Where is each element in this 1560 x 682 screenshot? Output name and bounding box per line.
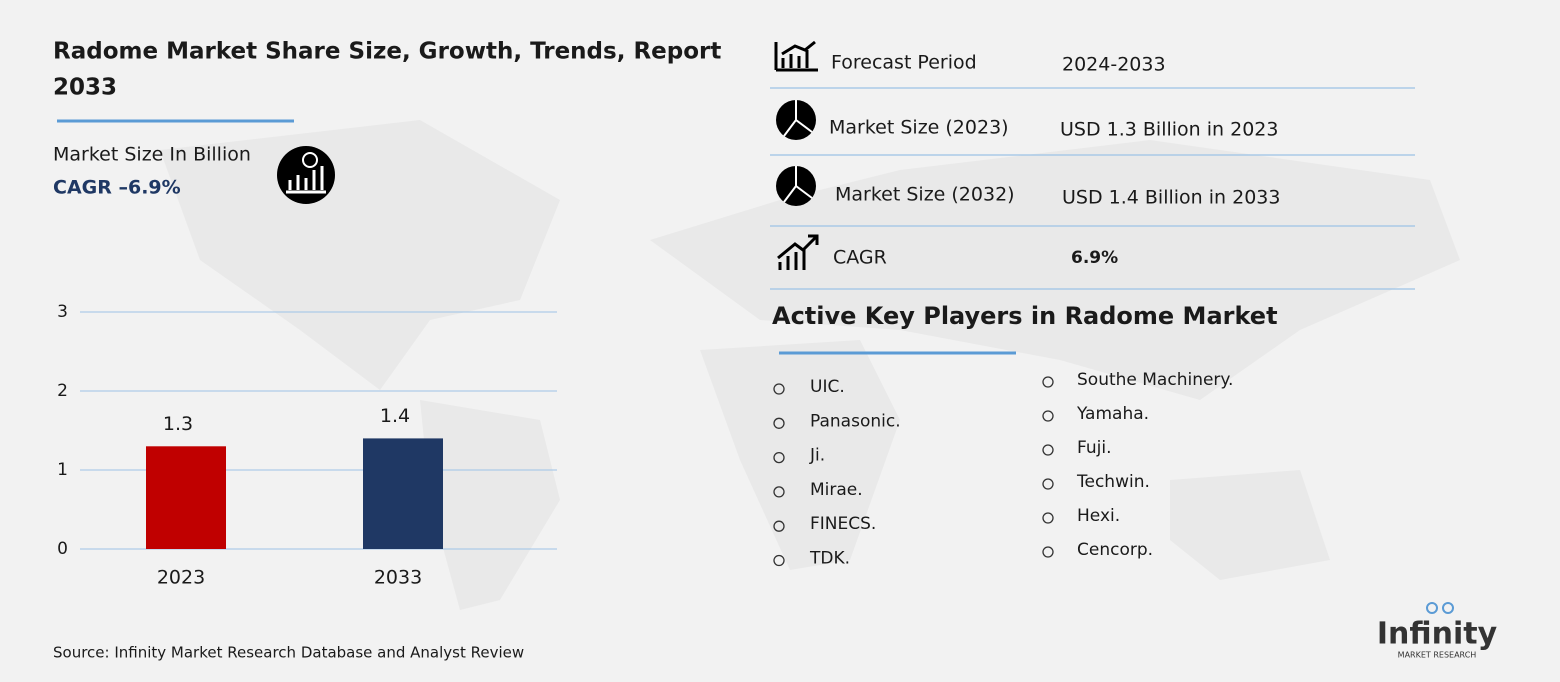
- player: Panasonic.: [810, 411, 901, 431]
- bar: [363, 438, 443, 549]
- player: Yamaha.: [1076, 404, 1149, 424]
- logo: Infinity MARKET RESEARCH: [1377, 602, 1498, 660]
- y-tick-label: 0: [57, 539, 68, 559]
- world-map: [160, 120, 1460, 610]
- value-label: 1.3: [163, 413, 193, 435]
- player: UIC.: [810, 377, 845, 397]
- player: FINECS.: [810, 514, 876, 534]
- info-label: CAGR: [833, 247, 887, 269]
- bullet: [1042, 546, 1054, 558]
- value-label: 1.4: [380, 405, 410, 427]
- bullet: [773, 417, 785, 429]
- y-tick-label: 3: [57, 302, 68, 322]
- player: Mirae.: [810, 480, 863, 500]
- info-label: Forecast Period: [831, 52, 977, 74]
- title: 2033: [53, 75, 117, 101]
- info-value: 2024-2033: [1062, 54, 1166, 76]
- info-value: 6.9%: [1071, 248, 1118, 268]
- players-title: Active Key Players in Radome Market: [772, 302, 1278, 330]
- player: Southe Machinery.: [1077, 370, 1233, 390]
- x-tick-label: 2023: [157, 567, 205, 589]
- player: Ji.: [809, 446, 825, 466]
- player: Techwin.: [1076, 472, 1150, 492]
- icon: [277, 146, 335, 204]
- bullet: [773, 486, 785, 498]
- bullet: [1042, 478, 1054, 490]
- logo-name: Infinity: [1377, 617, 1498, 652]
- bullet: [773, 451, 785, 464]
- bullet: [773, 554, 785, 567]
- bar: [146, 446, 226, 549]
- player: TDK.: [809, 549, 850, 569]
- y-tick-label: 1: [57, 460, 68, 480]
- logo-tagline: MARKET RESEARCH: [1398, 651, 1477, 660]
- info-value: USD 1.4 Billion in 2033: [1062, 187, 1280, 209]
- bullet: [1042, 512, 1054, 524]
- cagr: CAGR –6.9%: [53, 177, 181, 199]
- info-label: Market Size (2032): [835, 184, 1015, 206]
- bullet: [1042, 410, 1054, 422]
- y-tick-label: 2: [57, 381, 68, 401]
- bullet: [773, 383, 785, 395]
- player: Cencorp.: [1077, 540, 1153, 560]
- bullet: [1042, 376, 1054, 388]
- bullet: [1042, 444, 1054, 456]
- info-value: USD 1.3 Billion in 2023: [1060, 119, 1278, 141]
- x-tick-label: 2033: [374, 567, 422, 589]
- source: Source: Infinity Market Research Databas…: [53, 644, 524, 662]
- info-label: Market Size (2023): [829, 117, 1009, 139]
- subtitle: Market Size In Billion: [53, 144, 251, 166]
- player: Fuji.: [1077, 438, 1111, 458]
- title: Radome Market Share Size, Growth, Trends…: [53, 39, 721, 65]
- info-icons: [774, 40, 819, 270]
- bullet: [773, 520, 785, 532]
- player: Hexi.: [1077, 506, 1120, 526]
